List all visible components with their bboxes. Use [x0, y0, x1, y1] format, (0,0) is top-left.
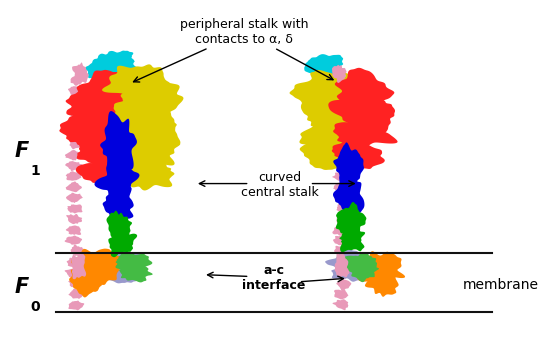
Polygon shape: [108, 229, 137, 257]
Polygon shape: [68, 279, 86, 288]
Polygon shape: [65, 161, 82, 171]
Polygon shape: [65, 235, 82, 245]
Polygon shape: [333, 183, 349, 192]
Polygon shape: [300, 136, 367, 171]
Polygon shape: [356, 251, 405, 288]
Polygon shape: [69, 263, 104, 297]
Polygon shape: [68, 86, 83, 96]
Polygon shape: [336, 107, 353, 117]
Text: F: F: [15, 141, 29, 161]
Polygon shape: [334, 85, 349, 95]
Polygon shape: [336, 139, 351, 149]
Polygon shape: [116, 154, 174, 190]
Polygon shape: [65, 128, 81, 139]
Polygon shape: [332, 65, 346, 83]
Polygon shape: [68, 118, 84, 128]
Polygon shape: [103, 184, 134, 225]
Polygon shape: [332, 226, 348, 236]
Polygon shape: [345, 262, 379, 282]
Polygon shape: [336, 202, 366, 237]
Polygon shape: [100, 259, 142, 283]
Polygon shape: [68, 107, 84, 117]
Polygon shape: [70, 244, 85, 256]
Polygon shape: [108, 134, 180, 170]
Polygon shape: [334, 246, 349, 256]
Polygon shape: [299, 111, 373, 153]
Polygon shape: [119, 261, 153, 282]
Polygon shape: [64, 268, 82, 278]
Polygon shape: [333, 299, 348, 310]
Polygon shape: [333, 129, 348, 138]
Polygon shape: [334, 289, 348, 300]
Text: F: F: [15, 277, 29, 297]
Polygon shape: [95, 160, 140, 207]
Polygon shape: [333, 235, 348, 245]
Polygon shape: [66, 193, 82, 203]
Polygon shape: [111, 83, 184, 130]
Polygon shape: [66, 214, 82, 224]
Text: peripheral stalk with
contacts to α, δ: peripheral stalk with contacts to α, δ: [180, 18, 309, 46]
Polygon shape: [334, 269, 349, 279]
Polygon shape: [65, 89, 131, 132]
Polygon shape: [304, 54, 343, 76]
Polygon shape: [95, 249, 147, 274]
Polygon shape: [102, 64, 171, 103]
Polygon shape: [100, 111, 137, 179]
Polygon shape: [332, 135, 385, 176]
Polygon shape: [111, 107, 180, 154]
Polygon shape: [337, 215, 349, 225]
Polygon shape: [67, 204, 82, 213]
Polygon shape: [69, 289, 84, 299]
Polygon shape: [335, 68, 394, 112]
Polygon shape: [337, 161, 351, 171]
Polygon shape: [336, 258, 351, 267]
Polygon shape: [334, 95, 349, 105]
Polygon shape: [77, 130, 130, 172]
Polygon shape: [65, 150, 80, 161]
Polygon shape: [68, 301, 84, 310]
Polygon shape: [332, 150, 348, 159]
Polygon shape: [59, 108, 128, 146]
Polygon shape: [67, 258, 81, 267]
Polygon shape: [337, 203, 350, 214]
Polygon shape: [85, 54, 137, 84]
Polygon shape: [65, 181, 82, 192]
Polygon shape: [334, 192, 350, 203]
Polygon shape: [289, 70, 361, 106]
Polygon shape: [66, 171, 81, 181]
Polygon shape: [333, 175, 365, 213]
Polygon shape: [70, 75, 85, 86]
Text: membrane: membrane: [463, 278, 538, 292]
Text: a-c
interface: a-c interface: [243, 264, 306, 292]
Text: 0: 0: [30, 300, 40, 314]
Polygon shape: [325, 248, 376, 272]
Polygon shape: [72, 252, 86, 279]
Polygon shape: [333, 143, 364, 196]
Polygon shape: [72, 63, 89, 84]
Polygon shape: [301, 86, 371, 135]
Polygon shape: [76, 70, 139, 114]
Polygon shape: [332, 118, 349, 128]
Polygon shape: [365, 267, 399, 297]
Polygon shape: [116, 252, 152, 273]
Polygon shape: [69, 139, 84, 149]
Polygon shape: [335, 253, 349, 278]
Polygon shape: [336, 280, 351, 291]
Polygon shape: [333, 112, 398, 153]
Polygon shape: [344, 253, 377, 274]
Text: curved
central stalk: curved central stalk: [241, 171, 318, 199]
Polygon shape: [66, 225, 81, 235]
Polygon shape: [332, 171, 349, 181]
Polygon shape: [107, 211, 132, 243]
Polygon shape: [334, 75, 348, 85]
Text: 1: 1: [30, 164, 40, 178]
Polygon shape: [331, 259, 372, 282]
Polygon shape: [76, 154, 128, 188]
Polygon shape: [71, 249, 123, 292]
Polygon shape: [328, 91, 395, 135]
Polygon shape: [104, 51, 135, 69]
Polygon shape: [339, 228, 365, 252]
Polygon shape: [70, 96, 85, 106]
